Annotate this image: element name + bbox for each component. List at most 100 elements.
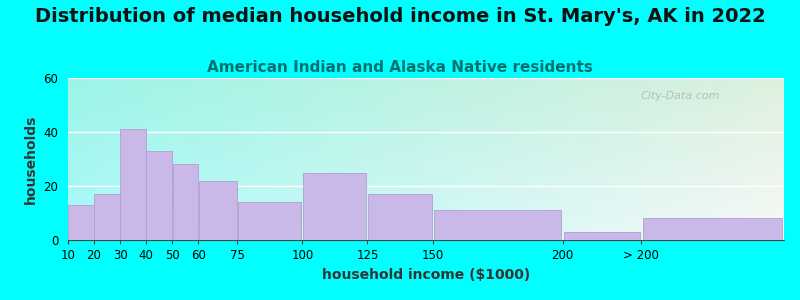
Bar xyxy=(68,81,784,82)
Bar xyxy=(68,197,784,198)
Bar xyxy=(68,125,784,126)
Bar xyxy=(68,167,784,168)
Bar xyxy=(68,223,784,224)
Bar xyxy=(68,150,784,151)
Bar xyxy=(68,191,784,192)
Bar xyxy=(68,196,784,197)
Bar xyxy=(68,163,784,164)
Bar xyxy=(68,96,784,97)
Bar xyxy=(68,82,784,83)
Bar xyxy=(68,236,784,237)
Bar xyxy=(68,203,784,204)
Bar xyxy=(68,154,784,155)
Bar xyxy=(68,169,784,170)
Bar xyxy=(68,168,784,169)
Bar xyxy=(68,105,784,106)
Bar xyxy=(68,93,784,94)
Bar xyxy=(68,174,784,175)
Bar xyxy=(68,117,784,118)
Bar xyxy=(68,128,784,129)
Bar xyxy=(68,138,784,139)
Bar xyxy=(68,121,784,122)
Bar xyxy=(68,205,94,240)
Bar xyxy=(68,218,784,219)
Bar xyxy=(68,222,784,223)
Bar xyxy=(68,199,784,200)
Bar xyxy=(68,159,784,160)
Bar xyxy=(68,183,784,184)
Bar xyxy=(68,164,784,165)
Bar xyxy=(68,214,784,215)
Bar xyxy=(68,173,784,174)
Bar xyxy=(94,194,120,240)
Bar xyxy=(68,142,784,143)
Bar xyxy=(68,224,784,225)
Bar xyxy=(68,171,784,172)
Bar xyxy=(68,206,784,207)
Bar xyxy=(68,221,784,222)
Bar xyxy=(68,229,784,230)
Bar xyxy=(68,113,784,114)
Bar xyxy=(68,170,784,171)
Bar xyxy=(68,220,784,221)
Bar xyxy=(68,187,784,188)
Bar xyxy=(68,205,784,206)
Bar xyxy=(68,111,784,112)
Bar xyxy=(68,153,784,154)
Bar xyxy=(68,97,784,98)
Bar xyxy=(68,209,784,210)
Bar xyxy=(68,162,784,163)
Bar xyxy=(68,207,784,208)
Bar xyxy=(434,210,561,240)
Bar xyxy=(68,148,784,149)
Bar xyxy=(68,141,784,142)
Bar xyxy=(68,119,784,120)
Bar xyxy=(68,94,784,95)
Bar xyxy=(173,164,198,240)
Bar xyxy=(68,233,784,234)
Bar xyxy=(68,204,784,205)
Bar xyxy=(68,238,784,239)
Bar xyxy=(68,166,784,167)
Bar xyxy=(68,104,784,105)
Bar xyxy=(68,152,784,153)
Bar xyxy=(68,133,784,134)
Bar xyxy=(68,106,784,107)
Bar xyxy=(68,101,784,102)
Bar xyxy=(68,130,784,131)
Bar xyxy=(198,181,237,240)
Bar xyxy=(68,114,784,115)
Bar xyxy=(68,79,784,80)
Bar xyxy=(68,190,784,191)
Bar xyxy=(303,172,366,240)
Bar xyxy=(68,156,784,157)
Bar xyxy=(68,127,784,128)
Text: City-Data.com: City-Data.com xyxy=(641,91,720,101)
Bar xyxy=(68,210,784,211)
Bar xyxy=(146,151,172,240)
Bar xyxy=(68,237,784,238)
Bar xyxy=(68,208,784,209)
Bar xyxy=(68,140,784,141)
Bar xyxy=(68,189,784,190)
Bar xyxy=(68,129,784,130)
Bar xyxy=(68,124,784,125)
Bar xyxy=(68,186,784,187)
Bar xyxy=(68,158,784,159)
Bar xyxy=(68,149,784,150)
Bar xyxy=(68,182,784,183)
Bar xyxy=(68,219,784,220)
Bar xyxy=(68,134,784,135)
Bar xyxy=(68,185,784,186)
Bar xyxy=(68,202,784,203)
Bar xyxy=(68,118,784,119)
Bar xyxy=(68,213,784,214)
Bar xyxy=(68,90,784,91)
Bar xyxy=(68,230,784,231)
Bar xyxy=(68,228,784,229)
Bar xyxy=(68,115,784,116)
Bar xyxy=(68,215,784,216)
Bar xyxy=(68,116,784,117)
Bar xyxy=(68,91,784,92)
Bar xyxy=(68,95,784,96)
